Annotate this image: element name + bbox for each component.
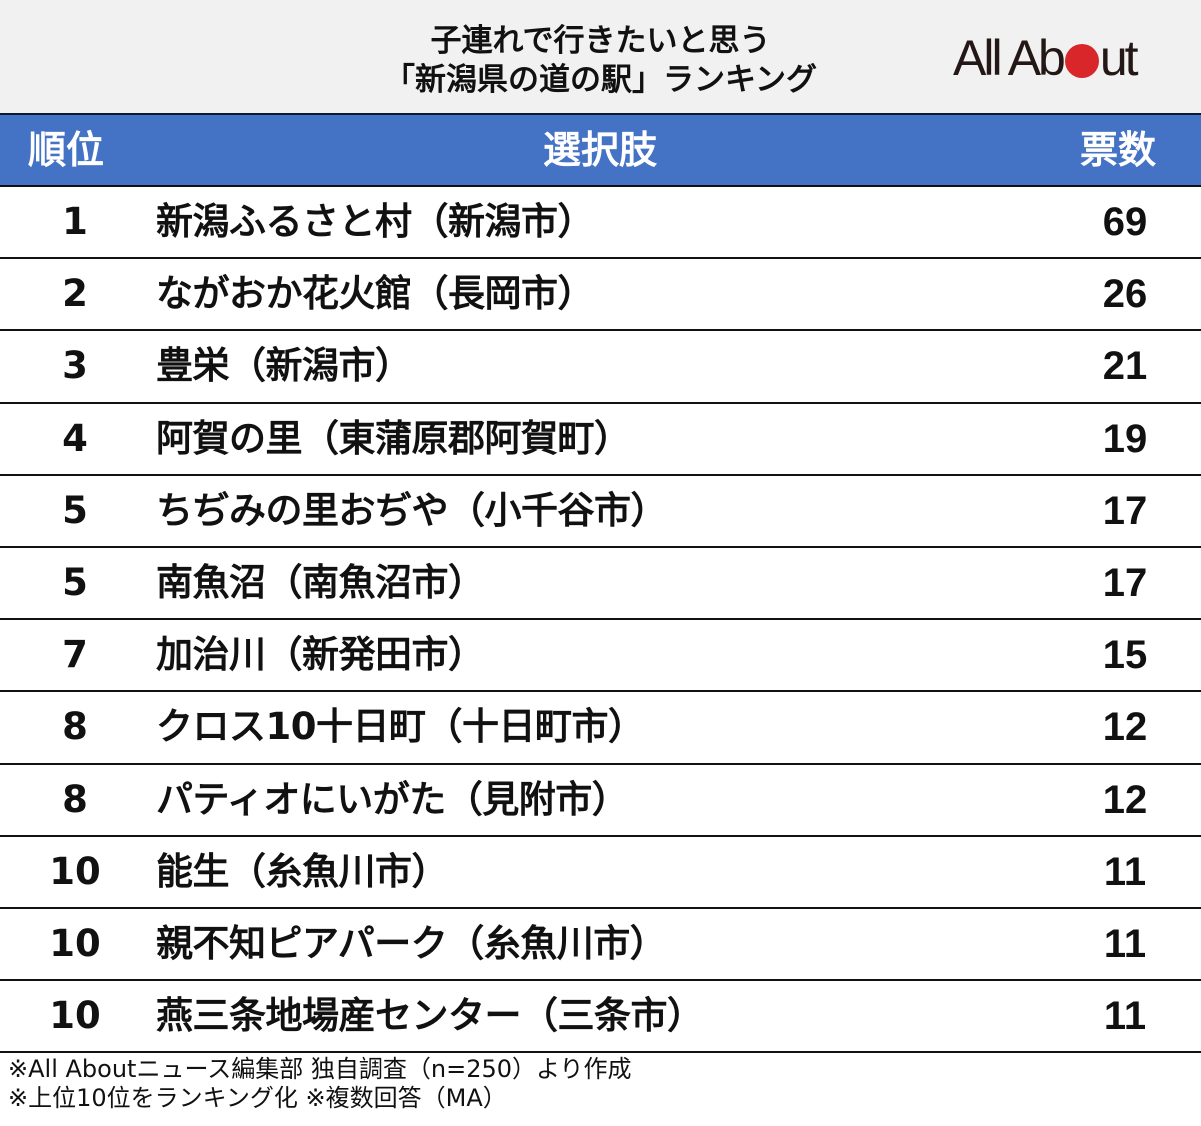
table-row: 5 ちぢみの里おぢや（小千谷市） 17 <box>0 476 1201 548</box>
column-header-choice: 選択肢 <box>542 128 657 172</box>
rank-cell: 5 <box>62 488 88 532</box>
ranking-table-body: 1 新潟ふるさと村（新潟市） 69 2 ながおか花火館（長岡市） 26 3 豊栄（新潟市）… <box>0 187 1201 1054</box>
logo-text-post: ut <box>1099 30 1139 86</box>
choice-cell: 新潟ふるさと村（新潟市） <box>156 200 595 243</box>
column-header-rank: 順位 <box>28 128 105 172</box>
rank-cell: 1 <box>62 200 88 243</box>
choice-cell: 燕三条地場産センター（三条市） <box>156 994 704 1038</box>
table-row: 8 パティオにいがた（見附市） 12 <box>0 765 1201 837</box>
logo-text-pre: All Ab <box>953 30 1066 86</box>
choice-cell: ちぢみの里おぢや（小千谷市） <box>156 488 668 532</box>
table-header: 順位 選択肢 票数 <box>0 113 1201 187</box>
rank-cell: 8 <box>62 777 88 821</box>
votes-cell: 11 <box>1103 994 1147 1039</box>
choice-cell: 能生（糸魚川市） <box>156 849 449 893</box>
choice-cell: 阿賀の里（東蒲原郡阿賀町） <box>156 416 631 460</box>
rank-cell: 8 <box>62 705 88 749</box>
votes-cell: 17 <box>1102 560 1148 605</box>
table-row: 10 能生（糸魚川市） 11 <box>0 837 1201 909</box>
table-row: 2 ながおか花火館（長岡市） 26 <box>0 259 1201 332</box>
title-band: 子連れで行きたいと思う 「新潟県の道の駅」ランキング All Ab ut <box>0 0 1201 113</box>
column-header-votes: 票数 <box>1080 128 1157 172</box>
table-row: 4 阿賀の里（東蒲原郡阿賀町） 19 <box>0 404 1201 476</box>
votes-cell: 11 <box>1103 849 1147 894</box>
rank-cell: 3 <box>62 344 88 388</box>
choice-cell: ながおか花火館（長岡市） <box>156 272 595 316</box>
method-note: ※上位10位をランキング化 ※複数回答（MA） <box>8 1084 507 1112</box>
votes-cell: 15 <box>1102 633 1148 678</box>
rank-cell: 10 <box>49 849 101 893</box>
page-title-line2: 「新潟県の道の駅」ランキング <box>383 62 818 98</box>
choice-cell: 加治川（新発田市） <box>156 633 485 677</box>
votes-cell: 19 <box>1102 416 1148 461</box>
choice-cell: 親不知ピアパーク（糸魚川市） <box>156 921 667 965</box>
footer-notes: ※All Aboutニュース編集部 独自調査（n=250）より作成 ※上位10位… <box>8 1055 632 1113</box>
votes-cell: 12 <box>1102 705 1148 750</box>
source-note: ※All Aboutニュース編集部 独自調査（n=250）より作成 <box>8 1055 632 1083</box>
votes-cell: 69 <box>1102 200 1148 244</box>
choice-cell: 豊栄（新潟市） <box>156 344 412 388</box>
logo-red-dot-icon <box>1064 44 1099 78</box>
rank-cell: 10 <box>49 994 101 1038</box>
rank-cell: 2 <box>62 272 88 316</box>
votes-cell: 17 <box>1102 488 1148 533</box>
table-row: 10 燕三条地場産センター（三条市） 11 <box>0 981 1201 1054</box>
votes-cell: 26 <box>1102 272 1148 317</box>
table-row: 3 豊栄（新潟市） 21 <box>0 331 1201 404</box>
table-row: 10 親不知ピアパーク（糸魚川市） 11 <box>0 909 1201 982</box>
choice-cell: クロス10十日町（十日町市） <box>156 705 645 749</box>
rank-cell: 7 <box>62 633 88 677</box>
allabout-logo: All Ab ut <box>953 30 1139 86</box>
choice-cell: パティオにいがた（見附市） <box>156 777 629 821</box>
table-row: 7 加治川（新発田市） 15 <box>0 620 1201 693</box>
table-row: 8 クロス10十日町（十日町市） 12 <box>0 692 1201 765</box>
rank-cell: 5 <box>62 560 88 604</box>
choice-cell: 南魚沼（南魚沼市） <box>156 560 485 604</box>
rank-cell: 10 <box>49 921 101 965</box>
rank-cell: 4 <box>62 416 88 460</box>
votes-cell: 21 <box>1102 344 1148 389</box>
table-row: 5 南魚沼（南魚沼市） 17 <box>0 548 1201 621</box>
table-row: 1 新潟ふるさと村（新潟市） 69 <box>0 187 1201 260</box>
votes-cell: 12 <box>1102 777 1148 822</box>
votes-cell: 11 <box>1103 921 1147 966</box>
page-title-line1: 子連れで行きたいと思う <box>430 23 771 59</box>
